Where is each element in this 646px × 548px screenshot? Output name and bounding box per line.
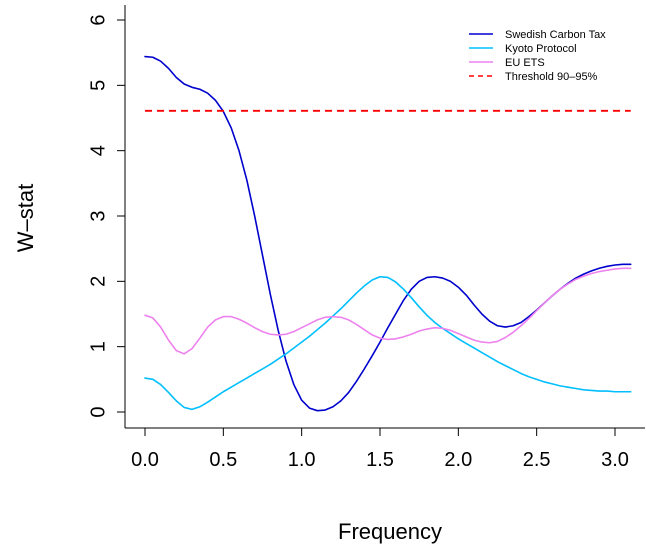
y-tick-label: 5 <box>87 80 109 91</box>
legend-label: Swedish Carbon Tax <box>505 29 606 41</box>
legend-label: Kyoto Protocol <box>505 43 577 55</box>
y-tick-label: 6 <box>87 14 109 25</box>
x-tick-label: 0.5 <box>209 449 237 471</box>
series-line-swedish-carbon-tax <box>144 55 632 412</box>
legend: Swedish Carbon Tax Kyoto Protocol EU ETS Th… <box>469 29 606 83</box>
x-tick-label: 1.5 <box>366 449 394 471</box>
x-tick-label: 2.0 <box>444 449 472 471</box>
x-axis-title: Frequency <box>338 519 442 544</box>
x-tick-label: 0.0 <box>131 449 159 471</box>
series-layer <box>144 55 632 412</box>
x-tick-label: 3.0 <box>601 449 629 471</box>
plot-frame <box>124 5 645 429</box>
legend-label: Threshold 90–95% <box>505 71 598 83</box>
x-tick-label: 1.0 <box>288 449 316 471</box>
y-axis: 0 1 2 3 4 5 6 <box>87 14 125 418</box>
y-tick-label: 0 <box>87 406 109 417</box>
x-axis: 0.0 0.5 1.0 1.5 2.0 2.5 3.0 <box>131 428 629 471</box>
y-axis-title: W–stat <box>13 184 38 252</box>
y-tick-label: 4 <box>87 145 109 156</box>
x-tick-label: 2.5 <box>523 449 551 471</box>
y-tick-label: 2 <box>87 276 109 287</box>
legend-label: EU ETS <box>505 57 545 69</box>
series-line-kyoto-protocol <box>144 275 632 411</box>
y-tick-label: 3 <box>87 210 109 221</box>
y-tick-label: 1 <box>87 341 109 352</box>
series-line-eu-ets <box>144 267 632 355</box>
